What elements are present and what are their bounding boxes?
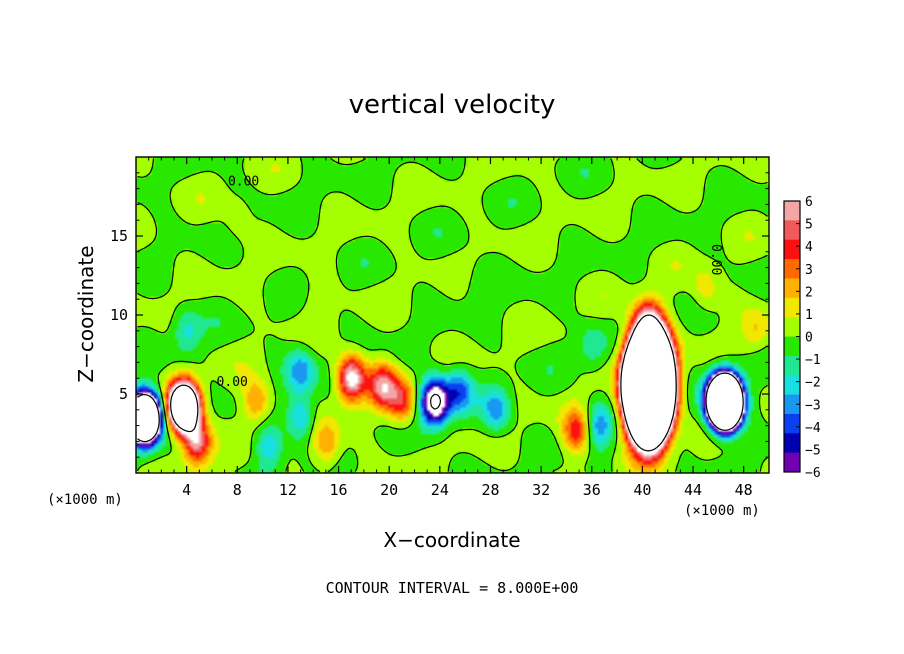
colorbar-tick-label: 1 <box>805 308 813 323</box>
colorbar-swatch <box>784 413 800 434</box>
colorbar-tick-label: −5 <box>805 443 821 458</box>
colorbar-tick-label: −6 <box>805 466 821 481</box>
colorbar-swatch <box>784 201 800 221</box>
colorbar-swatch <box>784 355 800 376</box>
x-unit-right: (×1000 m) <box>684 503 760 519</box>
contour-label: 0.00 <box>217 375 248 390</box>
colorbar-swatch <box>784 317 800 337</box>
y-tick-label: 10 <box>110 306 128 324</box>
x-tick-label: 40 <box>633 481 651 499</box>
colorbar-tick-label: 2 <box>805 285 813 300</box>
x-tick-label: 12 <box>279 481 297 499</box>
contour-label: 0.00 <box>228 174 259 189</box>
colorbar: 6 5 4 3 2 1 0 −1 −2 −3 −4 −5 −6 <box>783 195 821 481</box>
y-tick-label: 5 <box>119 385 128 403</box>
colorbar-swatch <box>784 259 800 279</box>
colorbar-tick-label: −4 <box>805 421 821 436</box>
colorbar-tick-label: −2 <box>805 376 821 391</box>
x-tick-label: 20 <box>380 481 398 499</box>
colorbar-tick-label: 4 <box>805 240 813 255</box>
colorbar-swatch <box>784 452 800 473</box>
colorbar-tick-label: 0 <box>805 331 813 346</box>
x-tick-label: 24 <box>431 481 449 499</box>
colorbar-tick-label: 5 <box>805 218 813 233</box>
contour-line <box>137 372 744 443</box>
colorbar-swatch <box>784 220 800 241</box>
colorbar-swatch <box>784 278 800 299</box>
contour-label: 0.00 <box>708 244 723 275</box>
y-tick-label: 15 <box>110 227 128 245</box>
contour-line <box>170 314 677 452</box>
x-axis-label: X−coordinate <box>383 528 520 552</box>
x-tick-label: 44 <box>684 481 702 499</box>
colorbar-tick-label: −3 <box>805 398 821 413</box>
colorbar-tick-label: 6 <box>805 195 813 210</box>
chart-title: vertical velocity <box>349 90 556 120</box>
colorbar-swatch <box>784 336 800 357</box>
x-tick-label: 16 <box>330 481 348 499</box>
colorbar-tick-label: 3 <box>805 263 813 278</box>
contour-lines <box>136 158 768 473</box>
contour-interval-note: CONTOUR INTERVAL = 8.000E+00 <box>326 579 579 597</box>
colorbar-swatch <box>784 394 800 415</box>
velocity-field-image <box>136 157 769 473</box>
x-tick-label: 48 <box>735 481 753 499</box>
colorbar-swatch <box>784 239 800 260</box>
colorbar-swatch <box>784 297 800 318</box>
y-axis-label: Z−coordinate <box>74 245 98 382</box>
x-unit-left: (×1000 m) <box>47 492 123 508</box>
colorbar-tick-label: −1 <box>805 353 821 368</box>
x-axis: 4 8 12 16 20 24 28 32 36 40 44 48 <box>148 157 757 499</box>
colorbar-swatch <box>784 375 800 395</box>
contour-line <box>136 158 768 473</box>
x-tick-label: 28 <box>481 481 499 499</box>
contour-labels: 0.00 0.00 0.00 <box>217 174 723 390</box>
x-tick-label: 8 <box>233 481 242 499</box>
colorbar-swatch <box>784 433 800 454</box>
plot-area: 0.00 0.00 0.00 <box>135 156 770 474</box>
x-tick-label: 4 <box>182 481 191 499</box>
x-tick-label: 36 <box>583 481 601 499</box>
x-tick-label: 32 <box>532 481 550 499</box>
y-axis: 5 10 15 <box>110 172 769 458</box>
